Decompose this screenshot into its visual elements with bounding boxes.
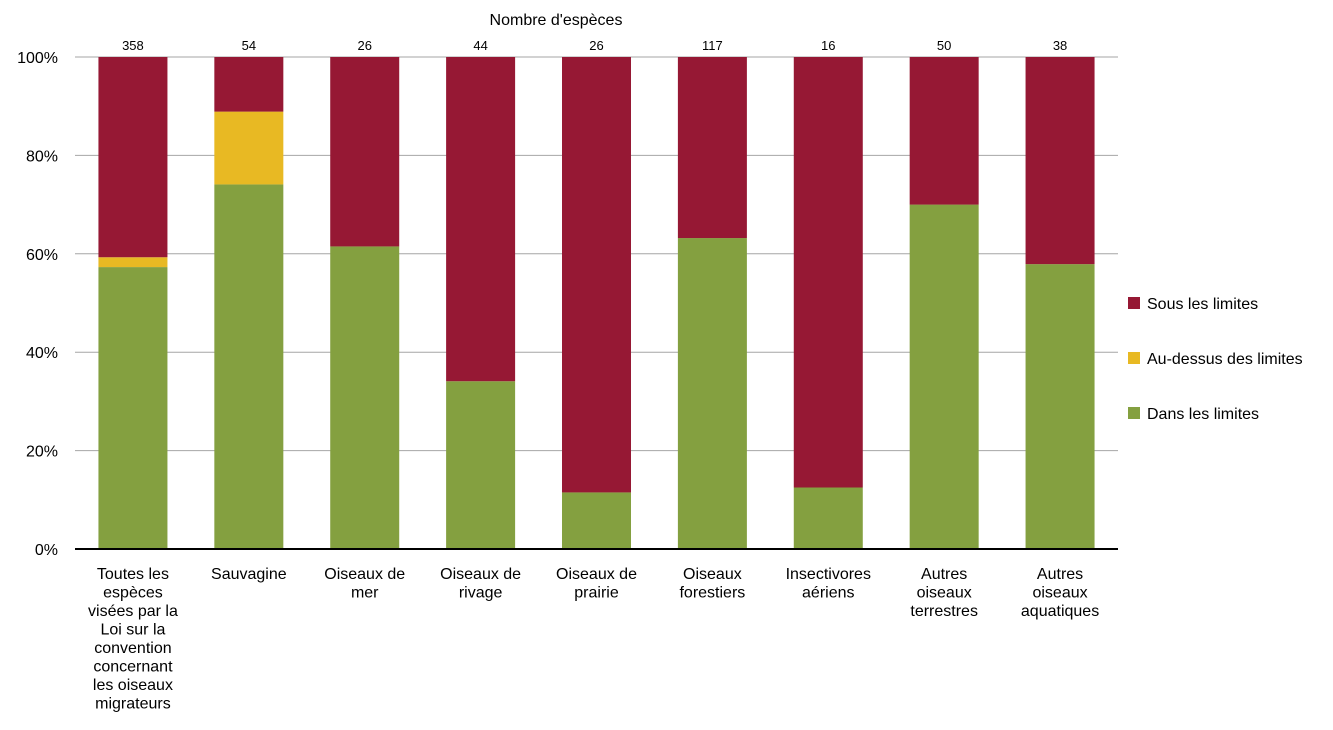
bar-segment — [909, 204, 979, 549]
count-label: 38 — [1053, 38, 1067, 53]
count-label: 26 — [589, 38, 603, 53]
bar-segment — [98, 257, 168, 268]
y-tick-label: 40% — [26, 345, 58, 362]
legend: Sous les limites Au-dessus des limites Dan… — [1128, 296, 1303, 423]
category-label: Oiseaux de rivage — [440, 566, 521, 602]
bar-segment — [677, 238, 747, 549]
category-label: Sauvagine — [211, 566, 287, 583]
bar-segment — [562, 492, 631, 549]
bar-segment — [793, 57, 863, 488]
category-label: Autres oiseaux terrestres — [910, 566, 978, 620]
category-label: Autres oiseaux aquatiques — [1021, 566, 1099, 620]
legend-label: Dans les limites — [1147, 406, 1259, 423]
bar-segment — [677, 57, 747, 239]
x-category-labels: Toutes les espèces visées par la Loi sur la… — [88, 566, 1099, 713]
bar-segment — [562, 57, 631, 493]
count-labels: 358 54 26 44 26 117 16 50 38 — [122, 38, 1067, 53]
legend-swatch — [1128, 352, 1140, 364]
bar-segment — [330, 246, 400, 550]
bar-segment — [330, 57, 400, 247]
category-label: Insectivores aériens — [786, 566, 871, 602]
count-label: 50 — [937, 38, 951, 53]
legend-swatch — [1128, 297, 1140, 309]
bar-segment — [98, 267, 168, 549]
category-label: Toutes les espèces visées par la Loi sur la… — [88, 566, 178, 713]
bar-segment — [446, 381, 516, 549]
bar-segment — [909, 57, 979, 205]
category-label: Oiseaux de mer — [324, 566, 405, 602]
y-tick-label: 0% — [35, 542, 58, 559]
legend-swatch — [1128, 407, 1140, 419]
count-label: 44 — [473, 38, 487, 53]
y-tick-label: 20% — [26, 444, 58, 461]
count-label: 26 — [357, 38, 371, 53]
bar-segment — [214, 111, 284, 185]
bar-segment — [1025, 264, 1095, 549]
y-tick-label: 80% — [26, 148, 58, 165]
legend-label: Au-dessus des limites — [1147, 351, 1303, 368]
y-tick-labels: 0% 20% 40% 60% 80% 100% — [17, 50, 58, 559]
y-tick-label: 60% — [26, 247, 58, 264]
legend-label: Sous les limites — [1147, 296, 1258, 313]
category-label: Oiseaux de prairie — [556, 566, 637, 602]
bars — [98, 57, 1095, 550]
count-label: 16 — [821, 38, 835, 53]
count-label: 54 — [242, 38, 256, 53]
y-tick-label: 100% — [17, 50, 58, 67]
bar-segment — [793, 487, 863, 549]
chart-title: Nombre d'espèces — [490, 12, 623, 29]
count-label: 117 — [702, 38, 723, 53]
bar-segment — [98, 57, 168, 258]
bar-segment — [446, 57, 516, 382]
count-label: 358 — [122, 38, 144, 53]
bar-segment — [214, 184, 284, 550]
category-label: Oiseaux forestiers — [679, 566, 745, 602]
bar-segment — [1025, 57, 1095, 265]
bar-segment — [214, 57, 284, 112]
